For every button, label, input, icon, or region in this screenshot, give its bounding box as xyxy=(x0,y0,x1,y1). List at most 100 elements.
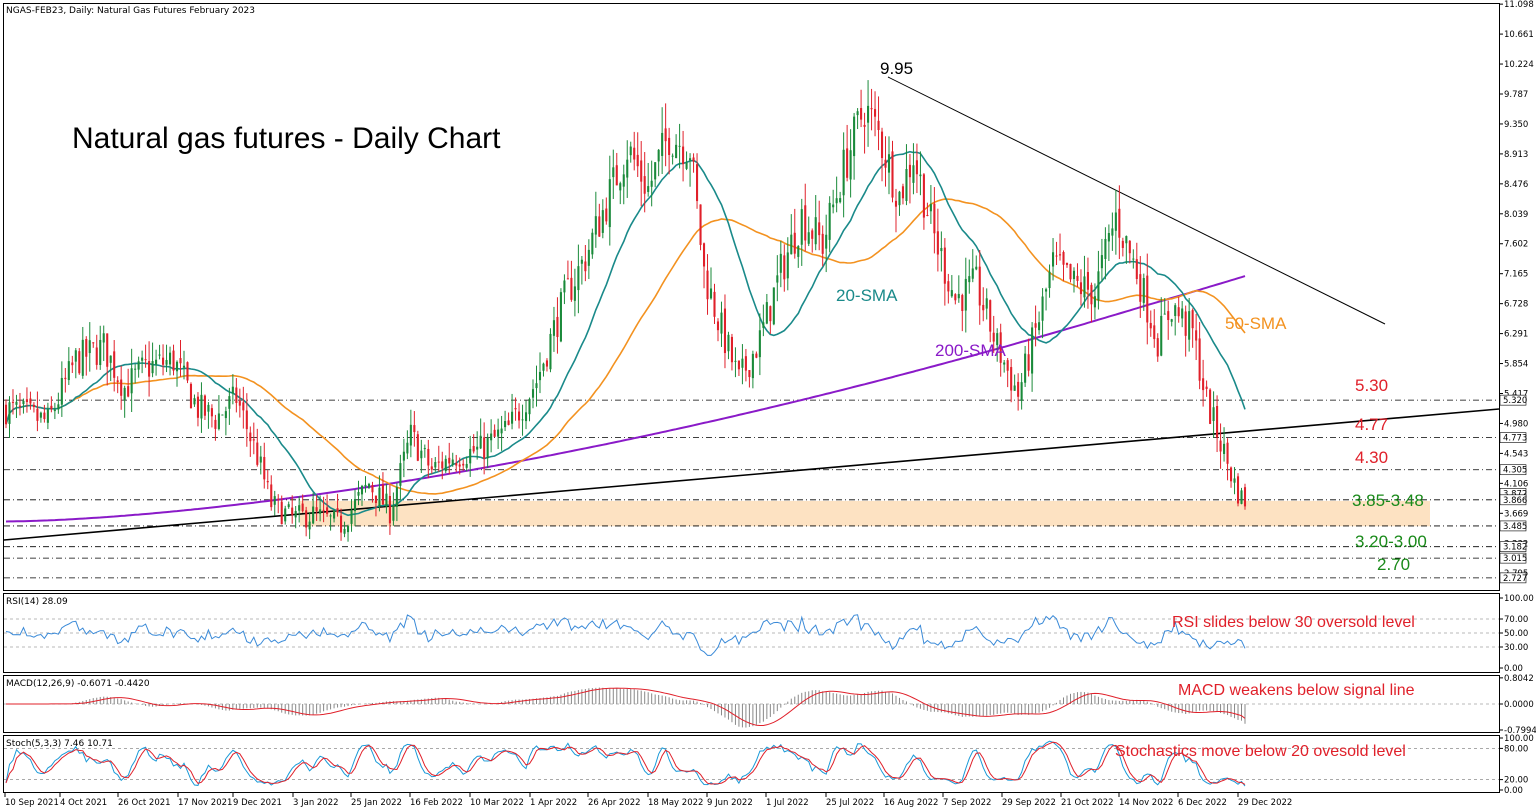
candle-body xyxy=(511,411,514,424)
candle-body xyxy=(566,278,569,280)
candle-body xyxy=(737,360,740,370)
candle-body xyxy=(448,457,451,464)
candle-body xyxy=(441,461,444,469)
candle-body xyxy=(1072,270,1076,280)
candle-body xyxy=(521,419,524,421)
candle-body xyxy=(622,174,625,187)
candle-body xyxy=(71,362,74,366)
candle-body xyxy=(734,360,737,362)
candle-body xyxy=(1125,236,1128,244)
candle-body xyxy=(856,111,859,116)
sma20-label: 20-SMA xyxy=(836,286,898,305)
candle-body xyxy=(1167,311,1170,321)
candle-body xyxy=(814,217,817,245)
date-tick-label: 16 Aug 2022 xyxy=(884,798,938,808)
candle-body xyxy=(982,304,985,311)
candle-body xyxy=(696,164,699,202)
candle-body xyxy=(1041,296,1044,321)
candle-body xyxy=(85,338,88,357)
indicator-tick-label: 30.00 xyxy=(1504,643,1528,653)
candle-body xyxy=(811,230,814,239)
price-tag-box xyxy=(1499,464,1527,476)
candle-body xyxy=(326,507,329,514)
price-tick-label: 8.476 xyxy=(1504,180,1528,190)
candle-body xyxy=(113,351,116,378)
date-tick-label: 16 Feb 2022 xyxy=(410,798,463,808)
candle-body xyxy=(779,253,782,273)
candle-body xyxy=(273,496,276,505)
candle-body xyxy=(402,451,405,461)
candle-body xyxy=(954,294,957,301)
candle-body xyxy=(636,154,639,167)
candle-body xyxy=(1184,311,1187,336)
date-tick-label: 1 Jul 2022 xyxy=(766,798,809,808)
candle-body xyxy=(922,174,925,218)
candle-body xyxy=(887,154,891,173)
candle-body xyxy=(821,233,824,254)
candle-body xyxy=(716,321,720,331)
price-tag-box xyxy=(1499,394,1527,406)
candle-body xyxy=(497,429,500,437)
candle-body xyxy=(744,356,747,371)
candle-body xyxy=(992,332,995,342)
candle-body xyxy=(629,146,632,156)
price-tick-label: 5.417 xyxy=(1504,390,1528,400)
candle-body xyxy=(1149,322,1152,329)
candle-body xyxy=(343,528,346,534)
candle-body xyxy=(552,320,555,336)
candle-body xyxy=(1024,353,1027,383)
candle-body xyxy=(961,295,964,312)
candle-body xyxy=(1188,311,1191,340)
candle-body xyxy=(601,210,604,233)
candle-body xyxy=(427,448,430,466)
candle-body xyxy=(336,508,339,513)
macd-signal-line xyxy=(6,687,1246,726)
price-tag-label: 3.015 xyxy=(1503,554,1527,564)
level-530-label: 5.30 xyxy=(1355,376,1388,395)
price-tick-label: 10.224 xyxy=(1504,60,1534,70)
sma20-line xyxy=(5,150,1246,517)
price-tag-box xyxy=(1499,494,1527,506)
candle-body xyxy=(1198,338,1201,381)
price-tag-box xyxy=(1499,541,1527,552)
candle-body xyxy=(790,234,793,255)
candle-body xyxy=(853,116,856,157)
date-tick-label: 10 Mar 2022 xyxy=(470,798,524,808)
candle-body xyxy=(709,288,713,299)
candle-body xyxy=(385,493,388,507)
candle-body xyxy=(1034,323,1037,328)
candle-body xyxy=(978,266,981,306)
candle-body xyxy=(570,277,573,300)
candle-body xyxy=(1076,275,1079,281)
candle-body xyxy=(654,162,657,180)
candle-body xyxy=(996,333,999,346)
candle-body xyxy=(671,155,674,157)
candle-body xyxy=(1216,405,1219,438)
candle-body xyxy=(333,510,336,519)
date-tick-label: 14 Nov 2022 xyxy=(1119,798,1173,808)
candle-body xyxy=(842,149,845,196)
candle-body xyxy=(1195,330,1198,341)
candle-body xyxy=(18,405,22,407)
candle-body xyxy=(444,458,447,472)
candle-body xyxy=(608,179,611,228)
candle-body xyxy=(228,396,231,409)
candle-body xyxy=(367,483,371,488)
candle-body xyxy=(196,396,200,418)
level-320-300-label: 3.20-3.00 xyxy=(1355,532,1427,551)
candle-body xyxy=(29,398,32,404)
date-tick-label: 26 Apr 2022 xyxy=(588,798,641,808)
candle-body xyxy=(214,419,217,429)
candle-body xyxy=(762,322,765,328)
candle-body xyxy=(643,176,646,194)
candle-body xyxy=(1020,382,1023,401)
candle-body xyxy=(1045,289,1048,292)
candle-body xyxy=(346,526,350,533)
candle-body xyxy=(25,399,28,402)
level-270-label: 2.70 xyxy=(1377,555,1410,574)
candle-body xyxy=(437,461,440,463)
candle-body xyxy=(912,165,915,183)
candle-body xyxy=(106,333,109,367)
candle-body xyxy=(1156,338,1159,357)
